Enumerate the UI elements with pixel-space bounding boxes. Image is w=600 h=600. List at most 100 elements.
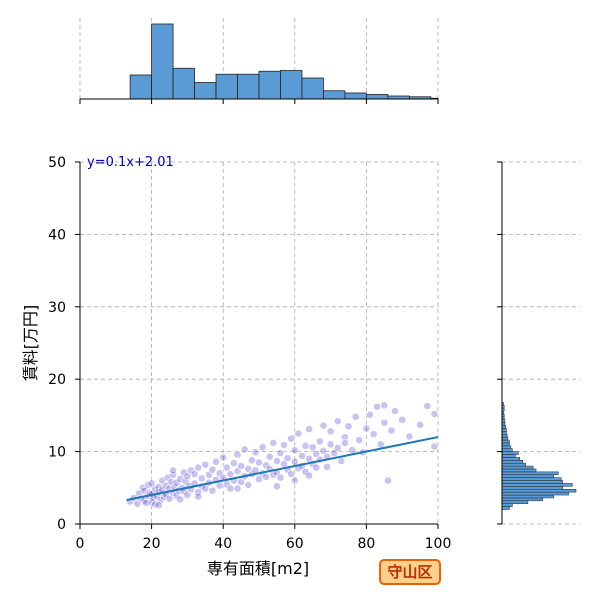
y-tick-label: 10: [48, 445, 66, 461]
regression-line: [126, 436, 439, 502]
x-histogram-bar: [365, 94, 389, 100]
data-point: [258, 443, 267, 452]
regression-equation-label: y=0.1x+2.01: [87, 155, 174, 170]
data-point: [430, 410, 439, 418]
y-histogram-bar: [501, 480, 563, 484]
y-histogram-bar: [501, 506, 510, 510]
y-histogram-bar: [501, 436, 509, 441]
y-histogram-bar: [501, 462, 526, 467]
y-histogram-bar: [501, 454, 516, 458]
x-tick-label: 40: [214, 536, 232, 552]
data-point: [276, 449, 285, 457]
data-point: [183, 472, 192, 481]
x-histogram-bar: [258, 70, 281, 100]
data-point: [348, 446, 356, 455]
y-histogram-bar: [501, 488, 577, 493]
data-point: [154, 501, 163, 510]
y-histogram: [501, 402, 577, 510]
data-point: [272, 457, 281, 465]
x-histogram-bar: [172, 67, 195, 100]
data-point: [337, 457, 346, 465]
data-point: [423, 402, 432, 410]
data-point: [194, 488, 203, 497]
data-point: [233, 484, 242, 493]
data-point: [247, 456, 256, 465]
data-point: [290, 446, 299, 455]
data-point: [276, 473, 285, 482]
y-histogram-bar: [501, 439, 510, 444]
x-histogram: [129, 23, 439, 100]
data-point: [323, 462, 331, 471]
axes: [75, 98, 503, 529]
data-point: [398, 415, 407, 424]
y-histogram-bar: [501, 494, 555, 499]
data-point: [294, 429, 303, 438]
data-point: [262, 473, 271, 481]
data-point: [308, 443, 317, 452]
data-point: [194, 492, 203, 501]
data-point: [405, 432, 414, 441]
district-badge: 守山区: [379, 559, 441, 585]
data-point: [280, 441, 288, 449]
y-histogram-bar: [501, 428, 507, 432]
data-point: [244, 481, 253, 489]
data-point: [197, 474, 206, 483]
y-histogram-bar: [501, 460, 523, 464]
x-histogram-bar: [344, 92, 367, 100]
data-point: [416, 420, 424, 429]
x-histogram-bar: [323, 90, 346, 100]
x-histogram-bar: [194, 82, 217, 100]
x-histogram-bar: [129, 74, 152, 100]
y-histogram-bar: [501, 500, 529, 504]
data-point: [194, 463, 203, 472]
data-point: [305, 471, 314, 480]
x-axis-title: 専有面積[m2]: [207, 559, 309, 578]
data-point: [208, 486, 217, 495]
y-histogram-bar: [501, 483, 573, 487]
y-histogram-bar: [501, 445, 512, 449]
data-point: [212, 457, 220, 466]
x-tick-label: 100: [425, 536, 452, 552]
y-histogram-bar: [501, 451, 519, 455]
data-point: [287, 434, 296, 443]
data-point: [233, 450, 242, 459]
data-point: [333, 444, 342, 452]
data-point: [312, 463, 321, 472]
data-point: [237, 462, 245, 470]
data-point: [226, 470, 235, 478]
data-point: [326, 440, 335, 449]
x-histogram-bar: [301, 77, 324, 100]
data-point: [383, 476, 392, 485]
data-point: [341, 439, 349, 447]
data-point: [287, 470, 296, 478]
data-point: [355, 436, 364, 444]
y-histogram-bar: [501, 497, 543, 502]
data-point: [269, 439, 278, 447]
data-point: [147, 479, 156, 488]
y-tick-label: 50: [48, 155, 66, 171]
x-tick-label: 0: [76, 536, 85, 552]
data-point: [344, 422, 353, 431]
data-point: [319, 446, 328, 455]
data-point: [190, 470, 199, 478]
y-histogram-bar: [501, 465, 534, 470]
y-histogram-bar: [501, 433, 508, 438]
data-point: [333, 417, 342, 426]
y-histogram-bar: [501, 477, 562, 481]
y-histogram-bar: [501, 471, 559, 476]
data-point: [230, 459, 238, 468]
data-point: [290, 476, 299, 485]
data-point: [373, 402, 382, 411]
data-point: [237, 478, 245, 486]
data-point: [369, 430, 378, 439]
data-point: [380, 401, 389, 410]
data-point: [255, 458, 263, 467]
y-histogram-bar: [501, 486, 563, 490]
data-point: [251, 448, 260, 457]
data-point: [305, 425, 314, 434]
tick-labels: 0 20 40 60 80 100 0 10 20 30 40 50: [48, 155, 451, 552]
y-histogram-bar: [501, 468, 537, 473]
y-histogram-bar: [501, 431, 507, 435]
y-histogram-bar: [501, 474, 555, 478]
data-point: [298, 452, 306, 460]
